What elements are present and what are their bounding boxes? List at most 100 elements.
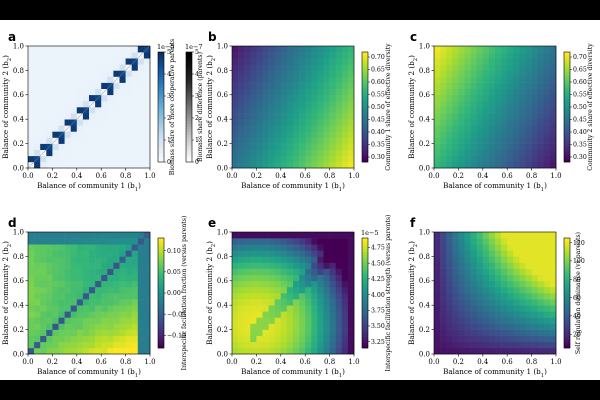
heatmap-cell bbox=[543, 305, 551, 312]
colorbar-swatch bbox=[362, 107, 368, 111]
heatmap-cell bbox=[101, 262, 108, 269]
heatmap-cell bbox=[89, 274, 96, 282]
heatmap-cell bbox=[440, 64, 447, 71]
heatmap-cell bbox=[519, 317, 526, 324]
colorbar-swatch bbox=[564, 112, 570, 116]
heatmap-cell bbox=[299, 119, 306, 126]
heatmap-cell bbox=[513, 268, 520, 275]
heatmap-cell bbox=[256, 262, 263, 269]
x-tick-label: 0.2 bbox=[47, 172, 58, 180]
heatmap-cell bbox=[293, 244, 300, 251]
heatmap-cell bbox=[317, 323, 324, 330]
heatmap-cell bbox=[537, 250, 545, 257]
heatmap-cell bbox=[501, 107, 508, 114]
colorbar-swatch bbox=[158, 326, 164, 330]
heatmap-cell bbox=[137, 311, 145, 318]
heatmap-cell bbox=[446, 131, 453, 138]
heatmap-cell bbox=[531, 317, 538, 324]
heatmap-cell bbox=[434, 347, 441, 355]
heatmap-cell bbox=[335, 64, 343, 71]
colorbar-swatch bbox=[362, 265, 368, 269]
heatmap-cell bbox=[89, 131, 96, 138]
heatmap-cell bbox=[95, 70, 102, 77]
heatmap-cell bbox=[501, 305, 508, 312]
colorbar-swatch bbox=[362, 104, 368, 108]
heatmap-cell bbox=[525, 317, 532, 324]
heatmap-cell bbox=[89, 250, 96, 257]
heatmap-cell bbox=[317, 299, 324, 306]
heatmap-cell bbox=[40, 70, 47, 77]
heatmap-cell bbox=[317, 94, 324, 102]
heatmap-cell bbox=[299, 82, 306, 89]
heatmap-cell bbox=[519, 305, 526, 312]
heatmap-cell bbox=[113, 244, 120, 251]
heatmap-cell bbox=[434, 107, 441, 114]
colorbar-swatch bbox=[158, 107, 164, 111]
heatmap-cell bbox=[34, 64, 41, 71]
heatmap-cell bbox=[232, 232, 239, 239]
y-tick-label: 0.6 bbox=[419, 277, 431, 285]
heatmap-cell bbox=[143, 70, 151, 77]
colorbar-swatch bbox=[158, 87, 164, 91]
x-tick-label: 0.6 bbox=[300, 172, 312, 180]
heatmap-cell bbox=[305, 143, 312, 150]
x-tick-label: 0.2 bbox=[453, 172, 464, 180]
heatmap-cell bbox=[125, 262, 132, 269]
heatmap-cell bbox=[101, 149, 108, 157]
heatmap-cell bbox=[323, 64, 330, 71]
heatmap-cell bbox=[531, 244, 538, 251]
heatmap-cell bbox=[143, 341, 151, 349]
colorbar-tick-label: 0.30 bbox=[371, 154, 385, 161]
colorbar-swatch bbox=[158, 249, 164, 253]
heatmap-cell bbox=[262, 52, 269, 59]
heatmap-cell bbox=[238, 76, 245, 83]
heatmap-cell bbox=[446, 238, 453, 245]
heatmap-cell bbox=[238, 305, 245, 312]
heatmap-cell bbox=[299, 155, 306, 163]
heatmap-cell bbox=[244, 323, 251, 330]
heatmap-cell bbox=[341, 268, 349, 275]
heatmap-cell bbox=[452, 155, 459, 163]
heatmap-cell bbox=[58, 100, 65, 108]
heatmap-cell bbox=[232, 268, 239, 275]
heatmap-cell bbox=[58, 305, 65, 312]
heatmap-cell bbox=[286, 58, 294, 65]
heatmap-cell bbox=[101, 143, 108, 150]
colorbar-tick-label: 3 bbox=[167, 93, 171, 100]
heatmap-cell bbox=[495, 299, 502, 306]
heatmap-cell bbox=[34, 341, 41, 349]
heatmap-cell bbox=[58, 52, 65, 59]
heatmap-cell bbox=[513, 299, 520, 306]
heatmap-cell bbox=[470, 143, 477, 150]
heatmap-cell bbox=[52, 293, 59, 300]
colorbar-swatch bbox=[158, 276, 164, 280]
colorbar-swatch bbox=[564, 115, 570, 119]
heatmap-cell bbox=[34, 131, 41, 138]
heatmap-cell bbox=[131, 76, 139, 83]
x-axis-label: Balance of community 1 (b1) bbox=[241, 181, 345, 193]
heatmap-cell bbox=[280, 107, 288, 114]
heatmap-cell bbox=[244, 100, 251, 108]
heatmap-cell bbox=[507, 119, 514, 126]
heatmap-cell bbox=[256, 250, 263, 257]
panel-c-letter: c bbox=[410, 30, 417, 44]
heatmap-cell bbox=[101, 119, 108, 126]
heatmap-cell bbox=[76, 107, 84, 114]
heatmap-cell bbox=[525, 335, 532, 343]
heatmap-cell bbox=[299, 125, 306, 132]
heatmap-cell bbox=[525, 46, 532, 53]
heatmap-cell bbox=[470, 286, 477, 294]
heatmap-cell bbox=[305, 232, 312, 239]
heatmap-cell bbox=[323, 46, 330, 53]
colorbar-tick-label: 2 bbox=[195, 115, 199, 122]
heatmap-cell bbox=[101, 46, 108, 53]
heatmap-cell bbox=[341, 311, 349, 318]
colorbar-swatch bbox=[362, 126, 368, 130]
heatmap-cell bbox=[262, 94, 269, 102]
colorbar-swatch bbox=[186, 148, 192, 152]
heatmap-cell bbox=[131, 256, 139, 263]
colorbar-swatch bbox=[362, 131, 368, 135]
y-tick-label: 0.8 bbox=[13, 67, 24, 75]
colorbar-tick-label: 40 bbox=[573, 313, 581, 320]
y-tick-label: 1.0 bbox=[13, 42, 24, 50]
